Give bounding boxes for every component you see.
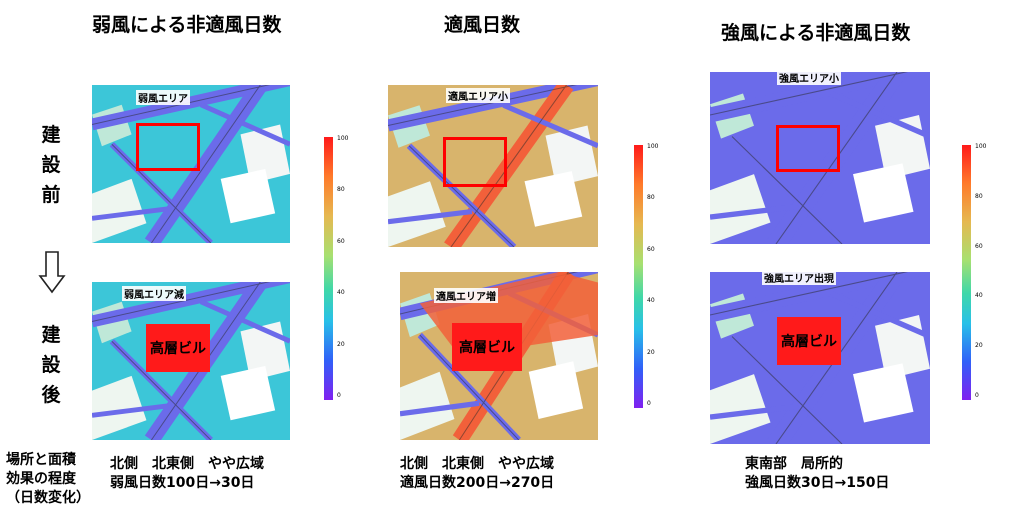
row-label-before-char: 設 [41, 154, 61, 176]
wind-map-strong-after [710, 272, 930, 444]
site-highlight-box [443, 137, 507, 187]
summary-line: 東南部 局所的 [745, 456, 843, 472]
road [502, 102, 598, 149]
colorbar-tick: 40 [337, 289, 345, 297]
city-block [92, 178, 147, 243]
city-block [524, 171, 583, 227]
row-label-before-char: 建 [41, 124, 61, 146]
road [199, 102, 290, 147]
colorbar-tick: 0 [975, 392, 979, 399]
map-caption: 適風エリア小 [446, 88, 510, 103]
city-block [528, 361, 584, 419]
site-highlight-box [136, 123, 200, 171]
colorbar: 100 80 60 40 20 0 [962, 143, 992, 400]
road [829, 291, 930, 339]
summary-line: 弱風日数100日→30日 [110, 475, 255, 491]
road [199, 299, 290, 344]
colorbar-tick: 60 [647, 245, 655, 253]
col-title-proper: 適風日数 [444, 14, 521, 36]
row-label-after-char: 建 [41, 324, 61, 346]
road [400, 400, 480, 417]
summary-strong: 東南部 局所的 強風日数30日→150日 [745, 455, 889, 493]
summary-line: 北側 北東側 やや広域 [110, 456, 264, 472]
summary-line: 強風日数30日→150日 [745, 475, 890, 491]
effect-label-line: 場所と面積 [6, 452, 76, 468]
colorbar-tick: 20 [975, 342, 983, 350]
high-rise-building: 高層ビル [146, 324, 210, 372]
col-title-weak: 弱風による非適風日数 [92, 14, 282, 36]
road [710, 403, 799, 420]
summary-line: 適風日数200日→270日 [400, 475, 555, 491]
col-title-strong: 強風による非適風日数 [721, 22, 911, 44]
row-label-before-char: 前 [41, 184, 61, 206]
road [710, 203, 799, 220]
city-block [853, 363, 914, 423]
wind-map-proper-before [388, 85, 598, 247]
map-caption: 強風エリア出現 [762, 270, 836, 285]
colorbar-tick: 60 [337, 237, 345, 245]
road [388, 209, 473, 225]
colorbar: 100 80 60 40 20 0 [324, 135, 354, 400]
colorbar: 100 80 60 40 20 0 [634, 143, 664, 408]
city-block [710, 174, 771, 244]
city-block [853, 163, 914, 223]
effect-label-line: 効果の程度 [6, 471, 76, 487]
effect-label-line: （日数変化） [6, 490, 90, 506]
down-outline-arrow-icon [38, 251, 66, 294]
colorbar-tick: 80 [337, 186, 345, 194]
road-outline [92, 85, 271, 243]
colorbar-gradient [634, 145, 643, 408]
map-caption: 適風エリア増 [434, 288, 498, 303]
summary-line: 北側 北東側 やや広域 [400, 456, 554, 472]
high-rise-building: 高層ビル [777, 317, 841, 365]
map-caption: 弱風エリア減 [122, 286, 186, 301]
map-caption: 強風エリア小 [777, 70, 841, 85]
row-label-after-char: 設 [41, 354, 61, 376]
city-block [400, 371, 455, 440]
city-block [710, 374, 771, 444]
colorbar-tick: 20 [337, 340, 345, 348]
site-highlight-box [776, 125, 840, 172]
wind-map-strong-before [710, 72, 930, 244]
colorbar-tick: 0 [647, 400, 651, 407]
road-outline [710, 72, 909, 244]
road [92, 205, 172, 221]
colorbar-tick: 20 [647, 348, 655, 356]
wind-map-weak-before [92, 85, 290, 243]
row-label-after: 建 設 後 [39, 320, 63, 410]
effect-label: 場所と面積 効果の程度 （日数変化） [6, 451, 90, 508]
colorbar-gradient [962, 145, 971, 400]
row-label-after-char: 後 [41, 384, 61, 406]
high-rise-building: 高層ビル [452, 323, 522, 371]
city-block [220, 168, 276, 224]
colorbar-tick: 80 [975, 192, 983, 200]
colorbar-gradient [324, 137, 333, 400]
colorbar-tick: 100 [337, 135, 349, 142]
colorbar-tick: 80 [647, 194, 655, 202]
city-block [220, 365, 276, 421]
road [92, 402, 172, 418]
colorbar-tick: 100 [647, 143, 659, 150]
road [829, 91, 930, 139]
summary-proper: 北側 北東側 やや広域 適風日数200日→270日 [400, 455, 554, 493]
map-caption: 弱風エリア [136, 90, 190, 105]
summary-weak: 北側 北東側 やや広域 弱風日数100日→30日 [110, 455, 264, 493]
city-block [388, 181, 446, 247]
colorbar-tick: 100 [975, 143, 987, 150]
colorbar-tick: 40 [975, 292, 983, 300]
colorbar-tick: 40 [647, 297, 655, 305]
row-label-before: 建 設 前 [39, 120, 63, 210]
colorbar-tick: 60 [975, 242, 983, 250]
colorbar-tick: 0 [337, 392, 341, 399]
city-block [92, 375, 147, 440]
